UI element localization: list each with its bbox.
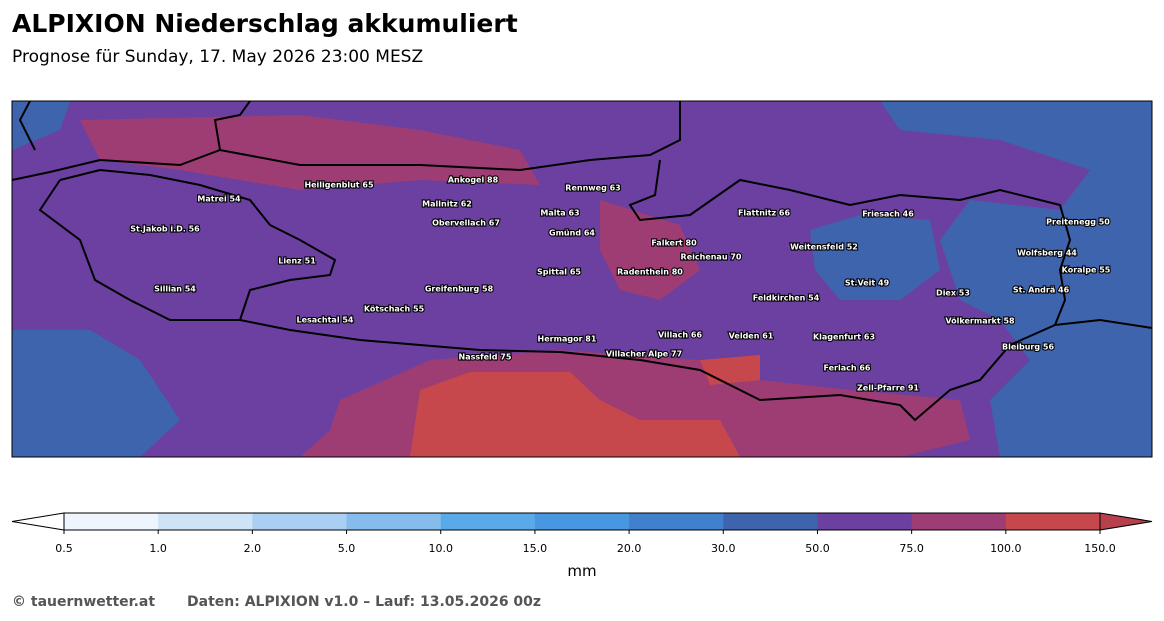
place-label: Ferlach 66: [823, 364, 870, 373]
map-frame: [11, 100, 1153, 458]
place-label: Preitenegg 50: [1046, 218, 1110, 227]
colorbar-segment: [723, 513, 818, 530]
colorbar-segment: [158, 513, 253, 530]
place-label: Lesachtal 54: [296, 316, 353, 325]
colorbar-tick-label: 10.0: [428, 542, 453, 555]
colorbar-tick-label: 5.0: [338, 542, 356, 555]
colorbar-tick-label: 100.0: [990, 542, 1022, 555]
place-label: Matrei 54: [197, 195, 241, 204]
colorbar-under: [11, 512, 65, 531]
place-label: Rennweg 63: [565, 184, 620, 193]
border: [628, 159, 1152, 329]
place-label: Mallnitz 62: [422, 200, 472, 209]
place-label: Friesach 46: [862, 210, 914, 219]
place-label: St.Jakob i.D. 56: [130, 225, 200, 234]
colorbar-segment: [534, 513, 630, 530]
colorbar-tick-label: 20.0: [617, 542, 642, 555]
place-label: Villach 66: [658, 331, 702, 340]
colorbar: 0.5 1.0 2.0 5.0 10.0 15.0 20.0 30.0 50.0 75.0 100.…: [11, 512, 1153, 555]
subtitle: Prognose für Sunday, 17. May 2026 23:00 …: [12, 47, 423, 67]
colorbar-frame: [63, 512, 1101, 531]
area-low: [1040, 300, 1152, 457]
place-label: Flattnitz 66: [738, 209, 791, 218]
colorbar-segment: [346, 513, 442, 530]
place-label: Heiligenblut 65: [304, 181, 374, 190]
colorbar-tick-label: 15.0: [523, 542, 548, 555]
place-label: Reichenau 70: [681, 253, 742, 262]
place-label: Radenthein 80: [617, 268, 683, 277]
place-label: Falkert 80: [651, 239, 697, 248]
colorbar-tick-label: 150.0: [1084, 542, 1116, 555]
colorbar-tick-label: 2.0: [244, 542, 262, 555]
colorbar-tick-label: 75.0: [899, 542, 924, 555]
colorbar-segment: [64, 513, 159, 530]
colorbar-segment: [440, 513, 536, 530]
place-label: Sillian 54: [154, 285, 196, 294]
place-label: Feldkirchen 54: [753, 294, 820, 303]
place-label: Ankogel 88: [448, 176, 499, 185]
place-label: Obervellach 67: [432, 219, 500, 228]
places: Heiligenblut 65 Ankogel 88 Rennweg 63 Matre…: [129, 174, 1112, 393]
colorbar-tick-label: 50.0: [805, 542, 830, 555]
area-low: [810, 215, 940, 300]
source: Daten: ALPIXION v1.0 – Lauf: 13.05.2026 …: [187, 594, 541, 610]
place-label: Lienz 51: [278, 257, 316, 266]
place-label: Diex 53: [936, 289, 970, 298]
area-low: [12, 101, 70, 150]
place-label: St. Andrä 46: [1013, 286, 1070, 295]
place-label: Greifenburg 58: [425, 285, 494, 294]
colorbar-segment: [629, 513, 724, 530]
copyright: © tauernwetter.at: [12, 594, 155, 610]
place-label: Gmünd 64: [549, 229, 595, 238]
place-label: Velden 61: [729, 332, 774, 341]
colorbar-segment: [817, 513, 913, 530]
area-high: [600, 200, 700, 300]
colorbar-tick-label: 1.0: [149, 542, 167, 555]
colorbar-segment: [252, 513, 348, 530]
border: [38, 168, 337, 321]
place-label: Kötschach 55: [364, 305, 425, 314]
place-label: Weitensfeld 52: [790, 243, 858, 252]
place-label: Zell-Pfarre 91: [857, 384, 919, 393]
place-label: Koralpe 55: [1062, 266, 1111, 275]
place-label: Hermagor 81: [538, 335, 597, 344]
area-very-high: [410, 372, 740, 457]
colorbar-segment: [911, 513, 1007, 530]
place-label: St.Veit 49: [845, 279, 890, 288]
colorbar-label: mm: [567, 562, 596, 580]
area-very-high: [700, 355, 760, 385]
border: [239, 319, 1056, 422]
border: [18, 101, 36, 151]
border: [213, 101, 251, 151]
colorbar-tick-label: 30.0: [711, 542, 736, 555]
place-label: Villacher Alpe 77: [606, 350, 682, 359]
place-label: Bleiburg 56: [1002, 343, 1054, 352]
place-label: Spittal 65: [537, 268, 581, 277]
area-low: [12, 330, 180, 457]
colorbar-segment: [1005, 513, 1101, 530]
map: [12, 101, 1152, 457]
colorbar-tick-label: 0.5: [55, 542, 73, 555]
place-label: Völkermarkt 58: [945, 317, 1015, 326]
title: ALPIXION Niederschlag akkumuliert: [12, 9, 518, 38]
area-high: [80, 115, 540, 190]
border: [12, 101, 681, 181]
place-label: Nassfeld 75: [459, 353, 512, 362]
colorbar-over: [1099, 512, 1153, 531]
place-label: Klagenfurt 63: [813, 333, 875, 342]
place-label: Wolfsberg 44: [1017, 249, 1077, 258]
place-label: Malta 63: [540, 209, 579, 218]
